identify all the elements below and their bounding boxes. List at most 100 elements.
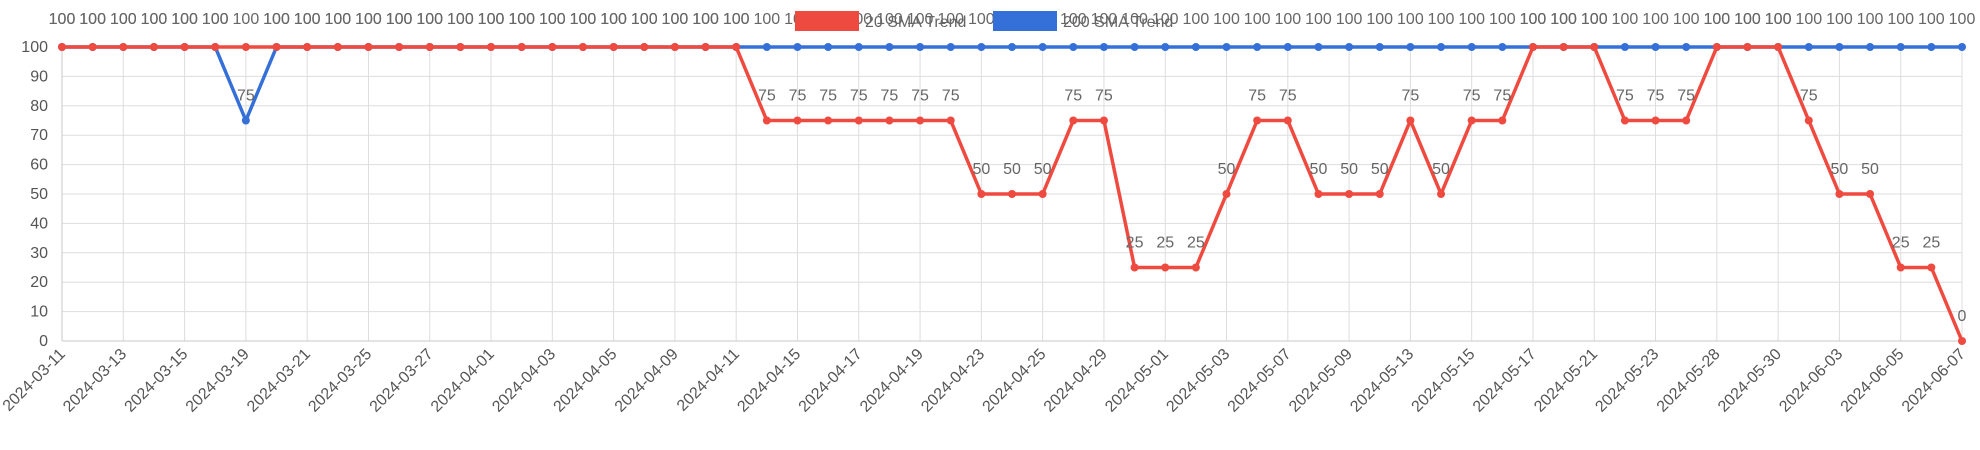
legend-label-200-sma-trend[interactable]: 200 SMA Trend: [1063, 14, 1173, 31]
data-label-200-sma-trend: 100: [570, 11, 597, 28]
data-label-200-sma-trend: 100: [508, 11, 535, 28]
data-label-200-sma-trend: 100: [1428, 11, 1455, 28]
data-label-200-sma-trend: 100: [1826, 11, 1853, 28]
data-point-20-sma-trend: [1375, 190, 1384, 198]
data-label-20-sma-trend: 50: [972, 161, 990, 178]
data-label-200-sma-trend: 100: [662, 11, 689, 28]
y-tick-label: 50: [30, 186, 48, 203]
data-point-20-sma-trend: [640, 43, 649, 51]
data-label-200-sma-trend: 100: [478, 11, 505, 28]
data-label-200-sma-trend: 100: [1949, 11, 1976, 28]
x-tick-label: 2024-03-19: [183, 346, 253, 416]
data-label-200-sma-trend: 100: [600, 11, 627, 28]
data-label-200-sma-trend: 100: [141, 11, 168, 28]
data-label-200-sma-trend: 100: [1458, 11, 1485, 28]
data-label-20-sma-trend: 75: [789, 88, 807, 105]
y-tick-label: 20: [30, 274, 48, 291]
data-point-200-sma-trend: [241, 116, 250, 125]
legend-swatch-20-sma-trend[interactable]: [795, 11, 859, 31]
x-tick-label: 2024-04-01: [428, 346, 498, 416]
data-label-200-sma-trend: 100: [631, 11, 658, 28]
x-tick-label: 2024-05-17: [1470, 346, 1540, 416]
data-label-20-sma-trend: 75: [1493, 88, 1511, 105]
data-point-200-sma-trend: [1283, 43, 1292, 51]
data-point-20-sma-trend: [517, 43, 526, 51]
data-point-20-sma-trend: [1222, 190, 1231, 198]
data-point-200-sma-trend: [1161, 43, 1170, 51]
data-label-20-sma-trend: 100: [662, 11, 689, 28]
data-point-20-sma-trend: [487, 43, 496, 51]
x-tick-label: 2024-03-27: [367, 346, 437, 416]
data-label-20-sma-trend: 75: [1248, 88, 1266, 105]
data-label-200-sma-trend: 100: [1244, 11, 1271, 28]
data-label-20-sma-trend: 75: [881, 88, 899, 105]
data-label-200-sma-trend: 100: [1612, 11, 1639, 28]
data-point-20-sma-trend: [1774, 43, 1783, 51]
data-label-200-sma-trend: 100: [1152, 11, 1179, 28]
data-point-20-sma-trend: [119, 43, 128, 51]
data-label-20-sma-trend: 100: [110, 11, 137, 28]
data-label-20-sma-trend: 100: [723, 11, 750, 28]
data-label-200-sma-trend: 100: [386, 11, 413, 28]
y-tick-label: 30: [30, 245, 48, 262]
data-label-20-sma-trend: 100: [1734, 11, 1761, 28]
data-point-20-sma-trend: [1437, 190, 1446, 198]
data-label-20-sma-trend: 75: [1616, 88, 1634, 105]
data-label-200-sma-trend: 100: [692, 11, 719, 28]
data-label-20-sma-trend: 50: [1003, 161, 1021, 178]
data-label-20-sma-trend: 0: [1958, 308, 1967, 325]
data-point-20-sma-trend: [1927, 263, 1936, 272]
data-point-20-sma-trend: [762, 116, 771, 125]
data-label-20-sma-trend: 100: [508, 11, 535, 28]
data-label-20-sma-trend: 50: [1034, 161, 1052, 178]
data-point-200-sma-trend: [793, 43, 802, 51]
data-point-20-sma-trend: [701, 43, 710, 51]
data-point-20-sma-trend: [1835, 190, 1844, 198]
x-tick-label: 2024-03-25: [305, 346, 375, 416]
data-label-20-sma-trend: 100: [1765, 11, 1792, 28]
data-label-200-sma-trend: 100: [1765, 11, 1792, 28]
data-label-200-sma-trend: 100: [1336, 11, 1363, 28]
data-point-20-sma-trend: [364, 43, 373, 51]
data-point-200-sma-trend: [1958, 43, 1966, 51]
data-point-200-sma-trend: [1222, 43, 1231, 51]
data-point-200-sma-trend: [1130, 43, 1139, 51]
data-point-20-sma-trend: [303, 43, 312, 51]
data-label-200-sma-trend: 100: [907, 11, 934, 28]
y-tick-label: 80: [30, 98, 48, 115]
series-line-200-sma-trend: [60, 45, 1964, 123]
data-point-200-sma-trend: [1896, 43, 1905, 51]
data-point-20-sma-trend: [1069, 116, 1078, 125]
data-label-200-sma-trend: 100: [937, 11, 964, 28]
data-point-20-sma-trend: [1008, 190, 1016, 198]
data-point-20-sma-trend: [1314, 190, 1323, 198]
legend-label-20-sma-trend[interactable]: 20 SMA Trend: [865, 14, 966, 31]
data-point-200-sma-trend: [885, 43, 894, 51]
data-point-20-sma-trend: [946, 116, 955, 125]
data-label-20-sma-trend: 100: [386, 11, 413, 28]
data-label-20-sma-trend: 100: [141, 11, 168, 28]
data-point-20-sma-trend: [578, 43, 587, 51]
data-label-20-sma-trend: 75: [1064, 88, 1082, 105]
y-tick-label: 70: [30, 127, 48, 144]
y-tick-label: 40: [30, 215, 48, 232]
x-tick-label: 2024-06-05: [1838, 346, 1908, 416]
data-point-200-sma-trend: [1866, 43, 1875, 51]
data-label-20-sma-trend: 100: [355, 11, 382, 28]
data-point-20-sma-trend: [1682, 116, 1691, 125]
data-point-200-sma-trend: [1253, 43, 1262, 51]
legend-swatch-200-sma-trend[interactable]: [993, 11, 1057, 31]
axes-layer: 01020304050607080901002024-03-112024-03-…: [0, 39, 1969, 416]
data-point-20-sma-trend: [1804, 116, 1813, 125]
data-label-200-sma-trend: 100: [876, 11, 903, 28]
x-tick-label: 2024-05-21: [1531, 346, 1601, 416]
data-point-20-sma-trend: [854, 116, 863, 125]
data-label-20-sma-trend: 100: [294, 11, 321, 28]
data-labels-layer: 100 100 100 100 100 100 100 100 100 100 100 100 100 1…: [49, 11, 1976, 325]
data-label-20-sma-trend: 100: [263, 11, 290, 28]
data-point-20-sma-trend: [732, 43, 741, 51]
data-label-200-sma-trend: 100: [1274, 11, 1301, 28]
data-label-200-sma-trend: 100: [294, 11, 321, 28]
data-point-200-sma-trend: [1927, 43, 1936, 51]
x-tick-label: 2024-03-13: [60, 346, 130, 416]
